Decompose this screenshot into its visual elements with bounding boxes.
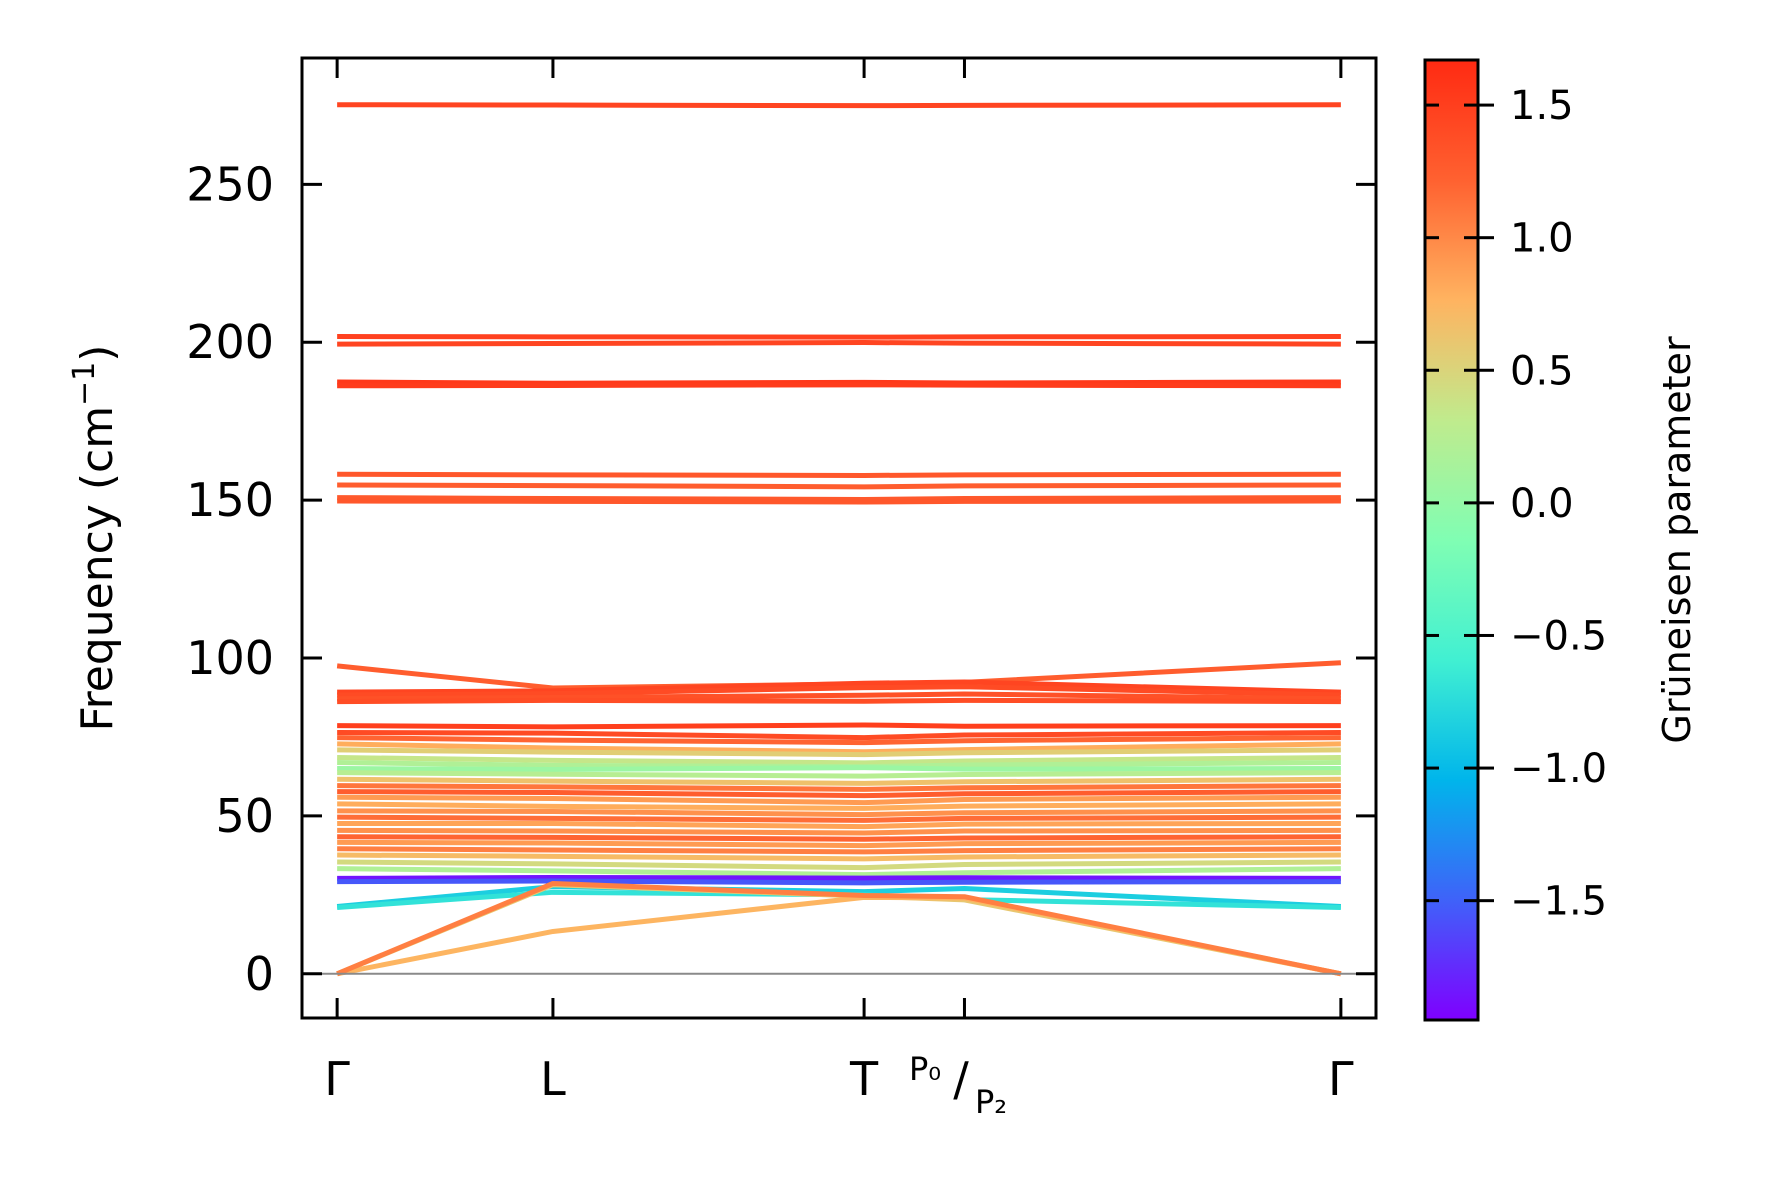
y-tick-label-100: 100 — [186, 631, 274, 685]
band-28 — [337, 808, 1341, 818]
cb-tick-label-1: 1.0 — [1510, 216, 1574, 262]
y-tick-label-200: 200 — [186, 315, 274, 369]
band-5 — [337, 471, 1341, 478]
colorbar — [1423, 58, 1480, 1022]
band-16 — [337, 735, 1341, 746]
band-32 — [337, 834, 1341, 842]
band-14 — [337, 722, 1341, 730]
band-3 — [337, 379, 1341, 386]
band-34 — [337, 846, 1341, 855]
y-axis-ticks: 0 50 100 150 200 250 — [186, 157, 1376, 1001]
x-tick-label-0: Γ — [324, 1052, 350, 1106]
band-19 — [337, 754, 1341, 766]
band-series — [336, 102, 1342, 977]
band-2 — [337, 340, 1341, 347]
cb-tick-label-0.5: 0.5 — [1510, 348, 1574, 394]
x-tick-label-4: Γ — [1328, 1052, 1354, 1106]
y-axis-label-superscript: −1 — [67, 362, 102, 406]
band-37 — [337, 866, 1341, 878]
band-17 — [337, 741, 1341, 755]
cb-tick-label--0.5: −0.5 — [1510, 613, 1607, 659]
y-axis-label-prefix: Frequency (cm — [72, 406, 123, 732]
band-15 — [337, 730, 1341, 741]
band-27 — [337, 801, 1341, 811]
band-11 — [337, 684, 1341, 698]
band-8 — [337, 498, 1341, 505]
band-31 — [337, 827, 1341, 836]
band-35 — [337, 852, 1341, 862]
band-26 — [337, 794, 1341, 806]
cb-tick-label--1.5: −1.5 — [1510, 879, 1607, 925]
colorbar-ticks: −1.5 −1.0 −0.5 0.0 0.5 1.0 1.5 — [1425, 83, 1607, 925]
band-38 — [337, 874, 1341, 881]
band-0 — [337, 102, 1341, 109]
split-label-top: P₀ — [909, 1050, 941, 1088]
cb-tick-label--1: −1.0 — [1510, 746, 1607, 792]
y-tick-label-150: 150 — [186, 473, 274, 527]
band-1 — [337, 334, 1341, 340]
band-29 — [337, 814, 1341, 823]
band-23 — [337, 776, 1341, 786]
band-13 — [337, 697, 1341, 705]
band-24 — [337, 783, 1341, 792]
band-12 — [337, 691, 1341, 702]
y-tick-label-250: 250 — [186, 157, 274, 211]
band-18 — [337, 747, 1341, 758]
band-6 — [337, 482, 1341, 490]
split-label-bottom: P₂ — [975, 1083, 1007, 1121]
band-10 — [337, 679, 1341, 695]
y-axis-label: Frequency (cm−1) — [67, 345, 123, 732]
colorbar-label: Grüneisen parameter — [1655, 336, 1699, 744]
cb-tick-label-1.5: 1.5 — [1510, 83, 1574, 129]
band-36 — [337, 859, 1341, 871]
y-axis-label-suffix: ) — [72, 345, 123, 362]
band-44 — [336, 880, 1342, 977]
band-22 — [337, 770, 1341, 779]
band-25 — [337, 789, 1341, 799]
x-tick-label-2: T — [849, 1052, 879, 1106]
cb-tick-label-0: 0.0 — [1510, 481, 1574, 527]
x-tick-label-1: L — [540, 1052, 566, 1106]
band-21 — [337, 765, 1341, 772]
split-label-slash: / — [953, 1052, 969, 1106]
band-39 — [337, 878, 1341, 886]
band-4 — [337, 382, 1341, 389]
band-30 — [337, 820, 1341, 830]
high-symmetry-split-label: P₀ / P₂ — [909, 1050, 1007, 1121]
y-tick-label-50: 50 — [215, 789, 274, 843]
y-tick-label-0: 0 — [245, 947, 274, 1001]
band-7 — [337, 495, 1341, 502]
band-40 — [336, 884, 1341, 910]
band-33 — [337, 839, 1341, 849]
